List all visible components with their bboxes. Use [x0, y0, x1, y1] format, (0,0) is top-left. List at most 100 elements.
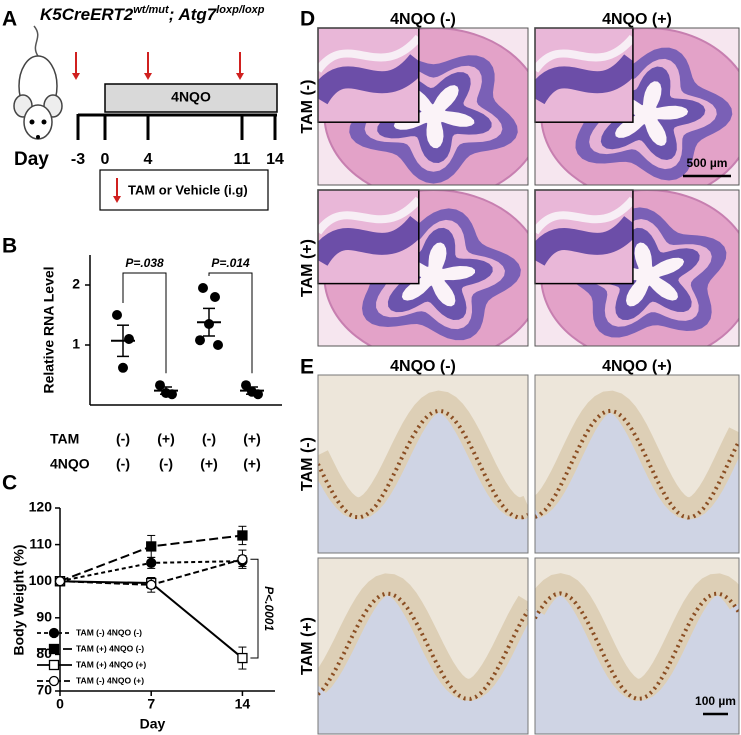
- column-header: 4NQO (-): [390, 358, 456, 375]
- x-tick-label: 14: [235, 696, 251, 712]
- y-tick-label: 90: [36, 609, 52, 625]
- image: [318, 375, 528, 553]
- panel-label: D: [300, 8, 315, 31]
- legend-label: TAM (-) 4NQO (-): [76, 627, 142, 637]
- y-tick-label: 110: [29, 535, 52, 551]
- image: [318, 28, 419, 123]
- marker: [237, 554, 248, 565]
- scale-bar-label: 100 µm: [695, 694, 736, 708]
- image-border: [534, 189, 740, 347]
- image: [535, 190, 633, 284]
- marker: [48, 643, 60, 655]
- mouse-head: [23, 104, 53, 140]
- data-point: [118, 362, 128, 373]
- image: [318, 190, 419, 284]
- y-tick-label: 120: [29, 499, 53, 515]
- arrow-head: [72, 73, 80, 80]
- inset-lumen: [318, 196, 419, 235]
- day-label: Day: [14, 149, 49, 170]
- title-part: K5CreERT2: [40, 5, 134, 24]
- p-value: P<.0001: [262, 586, 276, 631]
- panel-label: B: [2, 235, 17, 258]
- inset-band: [535, 215, 633, 267]
- marker: [146, 579, 157, 591]
- inset-band: [535, 53, 633, 105]
- y-tick-label: 2: [72, 276, 80, 292]
- error-bar: [160, 386, 172, 395]
- column-header: 4NQO (+): [602, 11, 672, 28]
- treatment-label: 4NQO: [171, 89, 211, 105]
- group-label: (-): [116, 456, 130, 472]
- day: 0: [101, 151, 110, 168]
- basal-stain: [535, 408, 739, 520]
- p-value: P=.038: [125, 256, 164, 270]
- data-point: [198, 283, 208, 293]
- significance-bracket: [250, 558, 259, 659]
- day: -3: [71, 151, 85, 168]
- mouse-eye: [29, 119, 35, 125]
- arrow-head: [113, 196, 121, 203]
- marker: [48, 627, 60, 639]
- image: [318, 558, 528, 734]
- marker: [54, 576, 66, 587]
- epithelium: [318, 390, 528, 520]
- inset-lumen: [535, 196, 633, 235]
- data-point: [112, 310, 122, 320]
- legend-label: TAM (-) 4NQO (+): [76, 675, 144, 685]
- image: [535, 375, 739, 553]
- y-axis-label: Relative RNA Level: [41, 266, 57, 393]
- image-border: [317, 374, 529, 554]
- image-border: [317, 557, 529, 735]
- lumen: [606, 242, 685, 307]
- schematic-title: K5CreERT2wt/mut; Atg7loxp/loxp: [40, 4, 265, 25]
- group-label: (+): [243, 456, 261, 472]
- marker: [48, 675, 60, 687]
- y-tick-label: 1: [72, 336, 80, 352]
- image: [535, 558, 739, 734]
- group-label: (+): [243, 431, 261, 447]
- scale-bar-label: 500 µm: [687, 156, 728, 170]
- mouse-tail: [33, 25, 39, 57]
- legend-label: TAM (+) 4NQO (-): [76, 643, 144, 653]
- inset-lumen: [535, 34, 633, 73]
- group-label: (+): [157, 431, 175, 447]
- mouse-nose: [36, 135, 40, 139]
- row-header: TAM (+): [299, 239, 316, 297]
- row-header: TAM (-): [299, 80, 316, 134]
- y-tick-label: 70: [36, 682, 52, 698]
- legend-text: TAM or Vehicle (i.g): [128, 182, 248, 197]
- image-border: [317, 189, 529, 347]
- mouse-eye: [41, 119, 47, 125]
- title-part: loxp/loxp: [216, 4, 265, 16]
- basal-stain: [535, 591, 739, 701]
- column-header: 4NQO (-): [390, 11, 456, 28]
- day: 14: [266, 151, 284, 168]
- row-label: TAM: [50, 431, 79, 447]
- inset-lumen: [318, 34, 419, 73]
- data-point: [210, 292, 220, 302]
- arrow-head: [236, 73, 244, 80]
- y-axis-label: Body Weight (%): [11, 545, 27, 656]
- row-header: TAM (-): [299, 437, 316, 491]
- p-value: P=.014: [211, 256, 250, 270]
- group-label: (+): [200, 456, 218, 472]
- basal-stain: [318, 408, 528, 520]
- panel-label: E: [300, 356, 314, 379]
- data-point: [213, 340, 223, 350]
- marker: [48, 659, 60, 671]
- significance-bracket: [122, 272, 167, 374]
- image: [535, 28, 633, 123]
- x-axis-label: Day: [140, 716, 166, 732]
- data-point: [124, 334, 134, 344]
- marker: [146, 541, 157, 552]
- image-border: [534, 374, 740, 554]
- title-part: wt/mut: [133, 4, 170, 16]
- day: 4: [144, 151, 153, 168]
- row-label: 4NQO: [50, 456, 90, 472]
- image: [318, 28, 528, 185]
- lumen: [611, 81, 689, 146]
- treatment-bar: [104, 83, 278, 113]
- image-border: [534, 27, 740, 186]
- y-tick-label: 100: [29, 572, 53, 588]
